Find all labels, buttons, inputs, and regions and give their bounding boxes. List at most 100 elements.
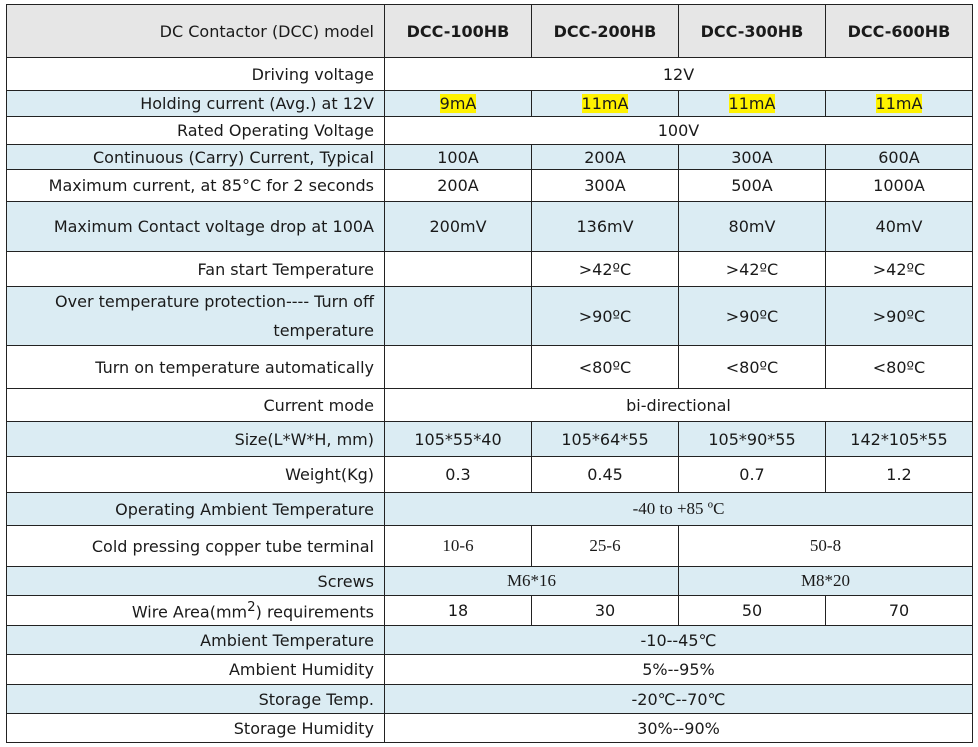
row-value: 9mA	[384, 90, 532, 117]
row-value: 18	[384, 595, 532, 626]
row-storage-temp: Storage Temp. -20℃--70℃	[6, 684, 973, 714]
row-storage-humidity: Storage Humidity 30%--90%	[6, 713, 973, 743]
row-value	[384, 286, 532, 346]
row-driving-voltage: Driving voltage 12V	[6, 57, 973, 91]
row-value: 200mV	[384, 201, 532, 252]
row-value: 105*64*55	[531, 421, 679, 457]
row-value: -40 to +85 ºC	[384, 492, 973, 526]
row-label: Maximum Contact voltage drop at 100A	[6, 201, 385, 252]
row-value: 100V	[384, 116, 973, 145]
row-value: 136mV	[531, 201, 679, 252]
row-value: 0.7	[678, 456, 826, 493]
row-value: <80ºC	[678, 345, 826, 389]
row-value: 30%--90%	[384, 713, 973, 743]
row-label: Storage Humidity	[6, 713, 385, 743]
row-value: 10-6	[384, 525, 532, 567]
row-value: M6*16	[384, 566, 679, 596]
row-value: 50-8	[678, 525, 973, 567]
spec-table: DC Contactor (DCC) model DCC-100HB DCC-2…	[6, 4, 973, 743]
row-label: Current mode	[6, 388, 385, 422]
row-value: 40mV	[825, 201, 973, 252]
row-turn-on-temp: Turn on temperature automatically <80ºC …	[6, 345, 973, 389]
row-label: Fan start Temperature	[6, 251, 385, 287]
highlighted-value: 11mA	[728, 94, 776, 113]
row-value: 105*55*40	[384, 421, 532, 457]
row-weight: Weight(Kg) 0.3 0.45 0.7 1.2	[6, 456, 973, 493]
row-label: Maximum current, at 85°C for 2 seconds	[6, 169, 385, 202]
row-value: 200A	[384, 169, 532, 202]
row-value: <80ºC	[825, 345, 973, 389]
row-value: 105*90*55	[678, 421, 826, 457]
row-label: Ambient Temperature	[6, 625, 385, 655]
row-value: bi-directional	[384, 388, 973, 422]
row-value: 11mA	[678, 90, 826, 117]
row-value: >90ºC	[678, 286, 826, 346]
row-value	[384, 345, 532, 389]
highlighted-value: 9mA	[439, 94, 477, 113]
row-label: Size(L*W*H, mm)	[6, 421, 385, 457]
row-label: Operating Ambient Temperature	[6, 492, 385, 526]
row-value: >90ºC	[825, 286, 973, 346]
row-label: Over temperature protection---- Turn off…	[6, 286, 385, 346]
row-label: Turn on temperature automatically	[6, 345, 385, 389]
row-max-current: Maximum current, at 85°C for 2 seconds 2…	[6, 169, 973, 202]
row-size: Size(L*W*H, mm) 105*55*40 105*64*55 105*…	[6, 421, 973, 457]
model-header: DCC-100HB	[384, 4, 532, 58]
row-value: >42ºC	[531, 251, 679, 287]
row-value: 100A	[384, 144, 532, 170]
row-ambient-temp: Ambient Temperature -10--45℃	[6, 625, 973, 655]
model-header: DCC-600HB	[825, 4, 973, 58]
label-text: Wire Area(mm	[131, 602, 248, 622]
highlighted-value: 11mA	[875, 94, 923, 113]
row-label-line: temperature	[273, 321, 374, 340]
header-label: DC Contactor (DCC) model	[6, 4, 385, 58]
row-terminal: Cold pressing copper tube terminal 10-6 …	[6, 525, 973, 567]
highlighted-value: 11mA	[581, 94, 629, 113]
row-value: 142*105*55	[825, 421, 973, 457]
row-label: Driving voltage	[6, 57, 385, 91]
row-ambient-humidity: Ambient Humidity 5%--95%	[6, 654, 973, 685]
row-contact-drop: Maximum Contact voltage drop at 100A 200…	[6, 201, 973, 252]
row-value: 200A	[531, 144, 679, 170]
row-value: 12V	[384, 57, 973, 91]
row-value: <80ºC	[531, 345, 679, 389]
model-header: DCC-200HB	[531, 4, 679, 58]
row-value: 25-6	[531, 525, 679, 567]
row-value: 0.45	[531, 456, 679, 493]
row-label-line: Over temperature protection---- Turn off	[55, 292, 374, 311]
row-value: 30	[531, 595, 679, 626]
row-value: -10--45℃	[384, 625, 973, 655]
row-label: Rated Operating Voltage	[6, 116, 385, 145]
row-screws: Screws M6*16 M8*20	[6, 566, 973, 596]
row-label: Cold pressing copper tube terminal	[6, 525, 385, 567]
row-value: -20℃--70℃	[384, 684, 973, 714]
row-value: 300A	[531, 169, 679, 202]
row-label: Continuous (Carry) Current, Typical	[6, 144, 385, 170]
row-value: 11mA	[825, 90, 973, 117]
row-value: 0.3	[384, 456, 532, 493]
row-value: >42ºC	[678, 251, 826, 287]
row-value: 5%--95%	[384, 654, 973, 685]
row-label: Storage Temp.	[6, 684, 385, 714]
row-label: Weight(Kg)	[6, 456, 385, 493]
row-label: Screws	[6, 566, 385, 596]
row-value: M8*20	[678, 566, 973, 596]
row-continuous-current: Continuous (Carry) Current, Typical 100A…	[6, 144, 973, 170]
row-value: 70	[825, 595, 973, 626]
header-row: DC Contactor (DCC) model DCC-100HB DCC-2…	[6, 4, 973, 58]
row-over-temp: Over temperature protection---- Turn off…	[6, 286, 973, 346]
row-value	[384, 251, 532, 287]
row-rated-voltage: Rated Operating Voltage 100V	[6, 116, 973, 145]
model-header: DCC-300HB	[678, 4, 826, 58]
row-value: >42ºC	[825, 251, 973, 287]
row-value: 1000A	[825, 169, 973, 202]
label-superscript: 2	[247, 599, 256, 615]
row-value: 80mV	[678, 201, 826, 252]
row-fan-start: Fan start Temperature >42ºC >42ºC >42ºC	[6, 251, 973, 287]
row-label: Wire Area(mm2) requirements	[6, 595, 385, 626]
row-current-mode: Current mode bi-directional	[6, 388, 973, 422]
row-value: 600A	[825, 144, 973, 170]
row-value: 50	[678, 595, 826, 626]
row-holding-current: Holding current (Avg.) at 12V 9mA 11mA 1…	[6, 90, 973, 117]
row-value: 300A	[678, 144, 826, 170]
